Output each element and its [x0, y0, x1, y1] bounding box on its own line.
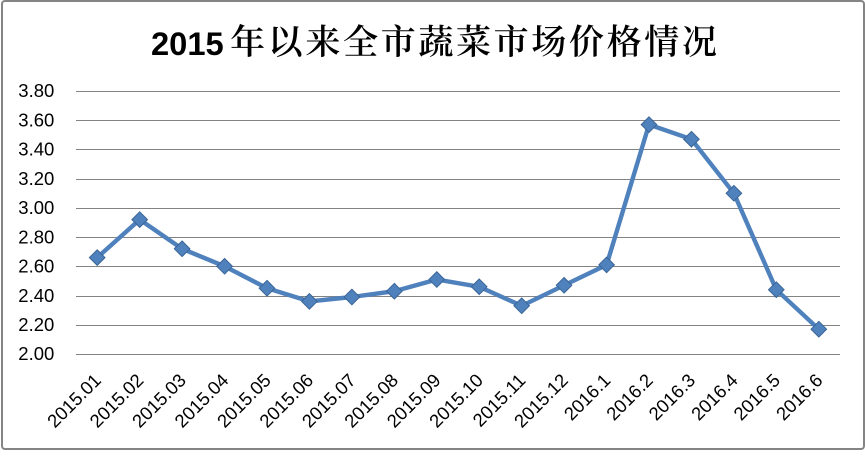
svg-text:2.00: 2.00 — [18, 343, 54, 364]
svg-text:3.60: 3.60 — [18, 109, 54, 130]
svg-text:3.80: 3.80 — [18, 80, 54, 101]
svg-text:2.20: 2.20 — [18, 314, 54, 335]
svg-text:3.20: 3.20 — [18, 168, 54, 189]
svg-text:2015: 2015 — [151, 25, 224, 62]
svg-text:2.40: 2.40 — [18, 285, 54, 306]
svg-text:3.40: 3.40 — [18, 139, 54, 160]
svg-text:2.80: 2.80 — [18, 226, 54, 247]
svg-text:3.00: 3.00 — [18, 197, 54, 218]
svg-text:2.60: 2.60 — [18, 256, 54, 277]
